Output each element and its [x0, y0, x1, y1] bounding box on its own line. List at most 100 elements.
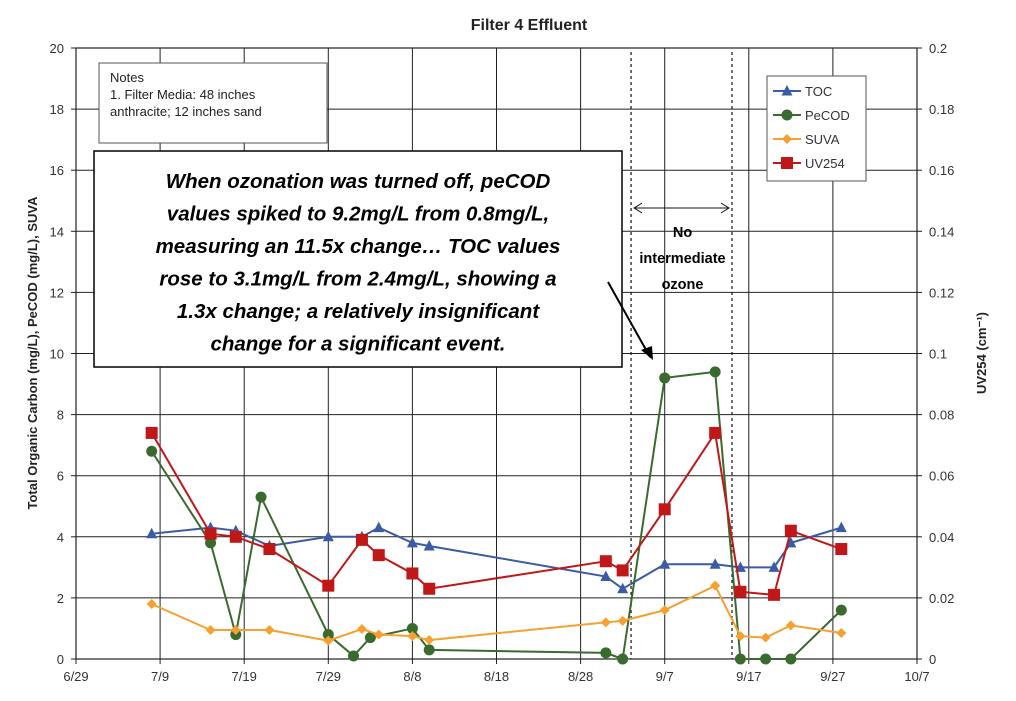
x-tick-label: 8/28	[568, 669, 593, 684]
axis-ticks: 6/29 7/9 7/19 7/29 8/8 8/18 8/28 9/7 9/17 9/27 10/…	[50, 41, 955, 684]
data-point-marker	[600, 617, 611, 628]
x-tick-label: 9/27	[820, 669, 845, 684]
data-point-marker	[735, 631, 746, 642]
data-point-marker	[372, 549, 385, 562]
data-point-marker	[146, 599, 157, 610]
legend-entry: PeCOD	[773, 108, 850, 123]
callout-line: rose to 3.1mg/L from 2.4mg/L, showing a	[159, 268, 556, 291]
notes-frame	[98, 62, 328, 144]
y-left-tick-label: 2	[57, 591, 64, 606]
y-right-tick-label: 0.2	[929, 41, 947, 56]
data-point-marker	[322, 579, 335, 592]
x-tick-label: 9/7	[656, 669, 674, 684]
y-left-tick-label: 6	[57, 469, 64, 484]
y-right-tick-label: 0.1	[929, 347, 947, 362]
data-point-marker	[406, 622, 418, 634]
y-right-tick-label: 0	[929, 652, 936, 667]
data-point-marker	[600, 647, 612, 659]
data-point-marker	[364, 632, 376, 644]
region-arrowhead-right	[720, 202, 730, 214]
data-point-marker	[835, 543, 848, 556]
data-point-marker	[407, 631, 418, 642]
region-arrowhead-left	[633, 202, 643, 214]
callout-line: change for a significant event.	[210, 333, 505, 356]
notes-line: 1. Filter Media: 48 inches	[110, 87, 256, 102]
data-point-marker	[205, 624, 216, 635]
data-point-marker	[760, 632, 771, 643]
series-uv254	[145, 426, 848, 601]
data-point-marker	[835, 604, 847, 616]
legend-label: PeCOD	[805, 108, 850, 123]
y-left-tick-label: 16	[50, 163, 64, 178]
data-point-marker	[782, 134, 792, 144]
data-point-marker	[355, 533, 368, 546]
data-point-marker	[229, 530, 242, 543]
data-point-marker	[781, 85, 793, 96]
y-right-tick-label: 0.06	[929, 469, 954, 484]
y-right-tick-label: 0.18	[929, 102, 954, 117]
data-point-marker	[322, 530, 334, 542]
callout-arrow	[607, 281, 651, 358]
callout-line: values spiked to 9.2mg/L from 0.8mg/L,	[167, 203, 549, 226]
data-point-marker	[146, 445, 158, 457]
data-point-marker	[781, 109, 793, 121]
data-point-marker	[424, 635, 435, 646]
callout-box: When ozonation was turned off, peCOD valu…	[93, 150, 623, 368]
x-tick-label: 7/9	[151, 669, 169, 684]
callout-line: 1.3x change; a relatively insignificant	[177, 300, 540, 323]
region-label-line: intermediate	[639, 251, 725, 267]
data-point-marker	[146, 527, 158, 539]
data-point-marker	[709, 558, 721, 569]
data-point-marker	[768, 561, 780, 572]
data-point-marker	[617, 615, 628, 626]
data-point-marker	[348, 650, 360, 662]
y-right-tick-label: 0.12	[929, 285, 954, 300]
data-point-marker	[373, 521, 385, 533]
legend-entry: SUVA	[773, 132, 840, 147]
data-point-marker	[423, 539, 435, 551]
callout-frame	[93, 150, 623, 368]
data-point-marker	[617, 653, 629, 665]
data-point-marker	[835, 521, 847, 533]
region-label-line: No	[673, 225, 692, 241]
data-point-marker	[781, 157, 793, 169]
data-point-marker	[658, 503, 671, 516]
data-point-marker	[230, 624, 241, 635]
data-point-marker	[373, 629, 384, 640]
data-point-marker	[264, 624, 275, 635]
data-point-marker	[600, 570, 612, 582]
data-point-marker	[836, 628, 847, 639]
x-tick-label: 9/17	[736, 669, 761, 684]
data-point-marker	[599, 555, 612, 568]
data-point-marker	[760, 653, 772, 665]
y-right-tick-label: 0.02	[929, 591, 954, 606]
data-point-marker	[616, 564, 629, 577]
y-left-tick-label: 20	[50, 41, 64, 56]
callout-arrowhead	[641, 346, 653, 360]
data-point-marker	[709, 426, 722, 439]
data-point-marker	[659, 558, 671, 569]
callout-line: When ozonation was turned off, peCOD	[166, 170, 551, 193]
data-point-marker	[710, 580, 721, 591]
y-left-tick-label: 10	[50, 347, 64, 362]
data-point-marker	[709, 366, 721, 378]
data-point-marker	[406, 536, 418, 548]
y-left-tick-label: 14	[50, 224, 64, 239]
y-left-tick-label: 18	[50, 102, 64, 117]
y-right-tick-label: 0.16	[929, 163, 954, 178]
y-left-tick-label: 8	[57, 408, 64, 423]
data-point-marker	[785, 620, 796, 631]
legend-label: UV254	[805, 156, 845, 171]
x-tick-label: 7/19	[232, 669, 257, 684]
legend-entry: TOC	[773, 84, 832, 99]
y-left-tick-label: 4	[57, 530, 64, 545]
chart-title: Filter 4 Effluent	[471, 17, 588, 34]
data-point-marker	[205, 537, 217, 549]
data-point-marker	[734, 585, 747, 598]
x-tick-label: 8/8	[403, 669, 421, 684]
series-suva	[146, 580, 847, 646]
data-point-marker	[768, 588, 781, 601]
x-tick-label: 6/29	[63, 669, 88, 684]
x-tick-label: 10/7	[904, 669, 929, 684]
